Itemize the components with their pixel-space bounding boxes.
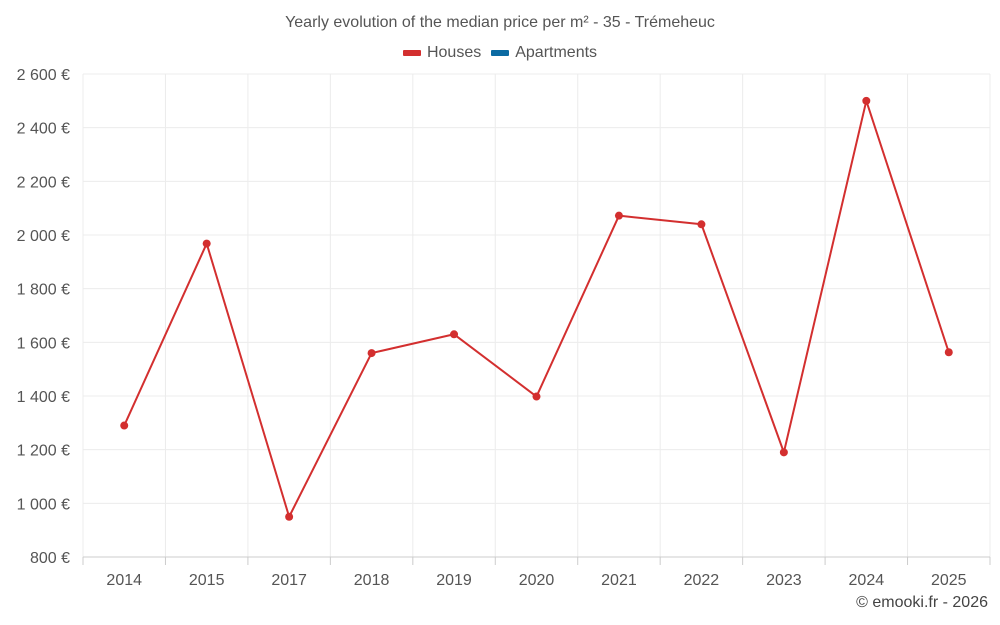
data-point[interactable] <box>614 211 623 220</box>
data-point[interactable] <box>779 448 788 457</box>
y-tick-label: 1 000 € <box>17 496 70 513</box>
x-tick-label: 2022 <box>684 572 720 589</box>
chart-series <box>120 96 953 521</box>
x-axis-labels: 2014 2015 2017 2018 2019 2020 2021 2022 2023 2024… <box>106 572 966 589</box>
y-tick-label: 1 200 € <box>17 443 70 460</box>
x-tick-label: 2021 <box>601 572 637 589</box>
data-point[interactable] <box>367 349 376 358</box>
data-point[interactable] <box>532 392 541 401</box>
y-tick-label: 1 800 € <box>17 282 70 299</box>
data-point[interactable] <box>285 512 294 521</box>
legend-item-houses[interactable]: Houses <box>402 44 482 62</box>
x-tick-label: 2014 <box>106 572 142 589</box>
x-tick-label: 2017 <box>271 572 307 589</box>
data-point[interactable] <box>862 96 871 105</box>
data-point[interactable] <box>697 220 706 229</box>
data-point[interactable] <box>120 421 129 430</box>
x-tick-label: 2018 <box>354 572 390 589</box>
y-tick-label: 2 600 € <box>17 67 70 84</box>
y-tick-label: 2 400 € <box>17 121 70 138</box>
chart-grid <box>82 73 991 557</box>
legend-label-houses: Houses <box>426 44 482 61</box>
y-tick-label: 1 600 € <box>17 335 70 352</box>
x-tick-label: 2015 <box>189 572 225 589</box>
data-point[interactable] <box>450 330 459 339</box>
legend-label-apartments: Apartments <box>515 44 598 61</box>
y-axis-labels: 800 € 1 000 € 1 200 € 1 400 € 1 600 € 1 800 €… <box>17 67 70 567</box>
chart-legend: Houses Apartments <box>0 44 1000 62</box>
x-tick-label: 2020 <box>519 572 555 589</box>
y-tick-label: 1 400 € <box>17 389 70 406</box>
legend-swatch-apartments <box>491 50 510 56</box>
data-point[interactable] <box>202 239 211 248</box>
y-tick-label: 800 € <box>30 550 70 567</box>
chart-axes <box>82 556 991 565</box>
x-tick-label: 2024 <box>849 572 885 589</box>
y-tick-label: 2 200 € <box>17 174 70 191</box>
legend-item-apartments[interactable]: Apartments <box>491 44 597 62</box>
x-tick-label: 2023 <box>766 572 802 589</box>
legend-swatch-houses <box>402 50 421 56</box>
y-tick-label: 2 000 € <box>17 228 70 245</box>
data-point[interactable] <box>944 348 953 357</box>
x-tick-label: 2019 <box>436 572 472 589</box>
x-tick-label: 2025 <box>931 572 967 589</box>
credit-text: © emooki.fr - 2026 <box>856 594 988 611</box>
chart-title: Yearly evolution of the median price per… <box>285 14 715 31</box>
